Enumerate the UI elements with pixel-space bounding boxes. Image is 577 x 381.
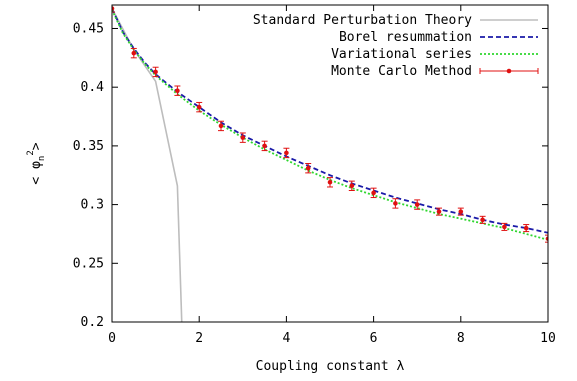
legend-label: Monte Carlo Method bbox=[331, 64, 472, 79]
legend-label: Borel resummation bbox=[339, 30, 472, 45]
legend-label: Variational series bbox=[331, 47, 472, 62]
y-tick-label: 0.2 bbox=[81, 315, 104, 330]
data-point bbox=[305, 165, 311, 171]
x-tick-label: 4 bbox=[282, 331, 290, 346]
data-point bbox=[153, 69, 158, 75]
data-point bbox=[371, 190, 376, 196]
x-tick-label: 2 bbox=[195, 331, 203, 346]
y-tick-label: 0.4 bbox=[81, 80, 105, 95]
data-point bbox=[196, 104, 202, 110]
data-point bbox=[523, 225, 529, 231]
x-axis-title: Coupling constant λ bbox=[256, 359, 405, 374]
y-axis-title-subscript: n bbox=[37, 156, 47, 161]
legend-symbol-point bbox=[506, 68, 512, 74]
data-point bbox=[393, 201, 398, 206]
data-point bbox=[327, 179, 333, 185]
x-tick-label: 8 bbox=[457, 331, 465, 346]
y-tick-label: 0.3 bbox=[81, 198, 104, 213]
y-tick-label: 0.45 bbox=[73, 21, 104, 36]
y-axis-title-main: < φ bbox=[29, 161, 44, 185]
data-point bbox=[480, 217, 485, 223]
data-point bbox=[502, 224, 507, 230]
y-axis-title-superscript: 2 bbox=[26, 150, 36, 155]
data-point bbox=[131, 50, 137, 56]
y-tick-label: 0.25 bbox=[73, 256, 104, 271]
y-tick-label: 0.35 bbox=[73, 139, 104, 154]
data-point bbox=[262, 143, 267, 149]
axes-layer: 0 2 4 6 8 10 0.2 0.25 0.3 0.35 0.4 0.45 bbox=[73, 5, 556, 346]
data-point bbox=[458, 209, 464, 214]
data-point bbox=[414, 202, 420, 207]
legend: Standard Perturbation Theory Borel resumm… bbox=[253, 13, 539, 79]
data-point bbox=[112, 6, 115, 11]
legend-label: Standard Perturbation Theory bbox=[253, 13, 472, 28]
data-point bbox=[240, 135, 246, 140]
plot-frame bbox=[111, 4, 549, 323]
series-line bbox=[112, 8, 183, 322]
data-point bbox=[218, 123, 224, 129]
data-point bbox=[175, 88, 180, 94]
y-axis-title: < φn2> bbox=[26, 142, 47, 184]
series-monte-carlo-method bbox=[112, 5, 548, 243]
series-layer bbox=[112, 5, 548, 322]
x-tick-label: 6 bbox=[370, 331, 378, 346]
x-tick-label: 10 bbox=[540, 331, 556, 346]
data-point bbox=[349, 183, 355, 189]
data-point bbox=[436, 209, 442, 214]
series-standard-perturbation-theory bbox=[112, 8, 183, 322]
data-point bbox=[545, 236, 548, 241]
x-tick-label: 0 bbox=[108, 331, 116, 346]
data-point bbox=[284, 150, 289, 156]
y-axis-title-close: > bbox=[29, 142, 44, 150]
